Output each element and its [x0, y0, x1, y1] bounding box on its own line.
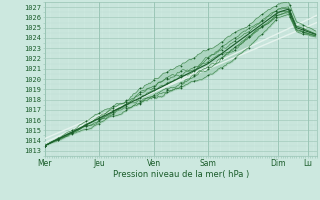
X-axis label: Pression niveau de la mer( hPa ): Pression niveau de la mer( hPa )	[113, 170, 249, 179]
